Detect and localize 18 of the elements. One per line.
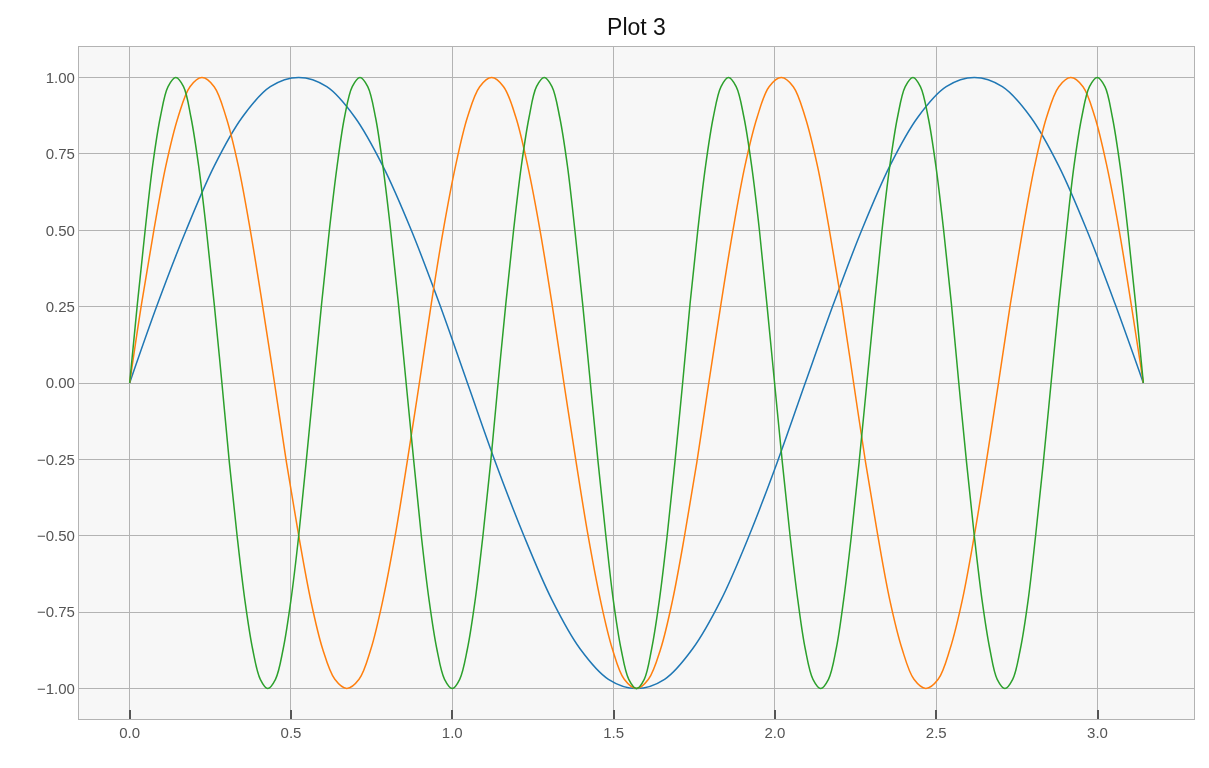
y-tick-label: −0.25 [36,450,75,468]
chart-title: Plot 3 [607,14,666,41]
y-tick-label: 0.25 [45,297,75,315]
y-tick-label: 0.50 [45,221,75,239]
y-tick-label: 0.75 [45,145,75,163]
line-series [128,76,1145,690]
x-tick-label: 1.0 [441,724,463,742]
x-tick-label: 1.5 [603,724,625,742]
y-tick-label: 1.00 [45,68,75,86]
y-tick-label: 0.00 [45,374,75,392]
x-tick-label: 2.0 [764,724,786,742]
x-tick-label: 0.0 [119,724,141,742]
y-tick-label: −1.00 [36,679,75,697]
y-tick-label: −0.75 [36,603,75,621]
x-tick-label: 3.0 [1087,724,1108,742]
x-tick-label: 2.5 [925,724,947,742]
y-tick-label: −0.50 [36,526,75,544]
x-tick-label: 0.5 [280,724,302,742]
